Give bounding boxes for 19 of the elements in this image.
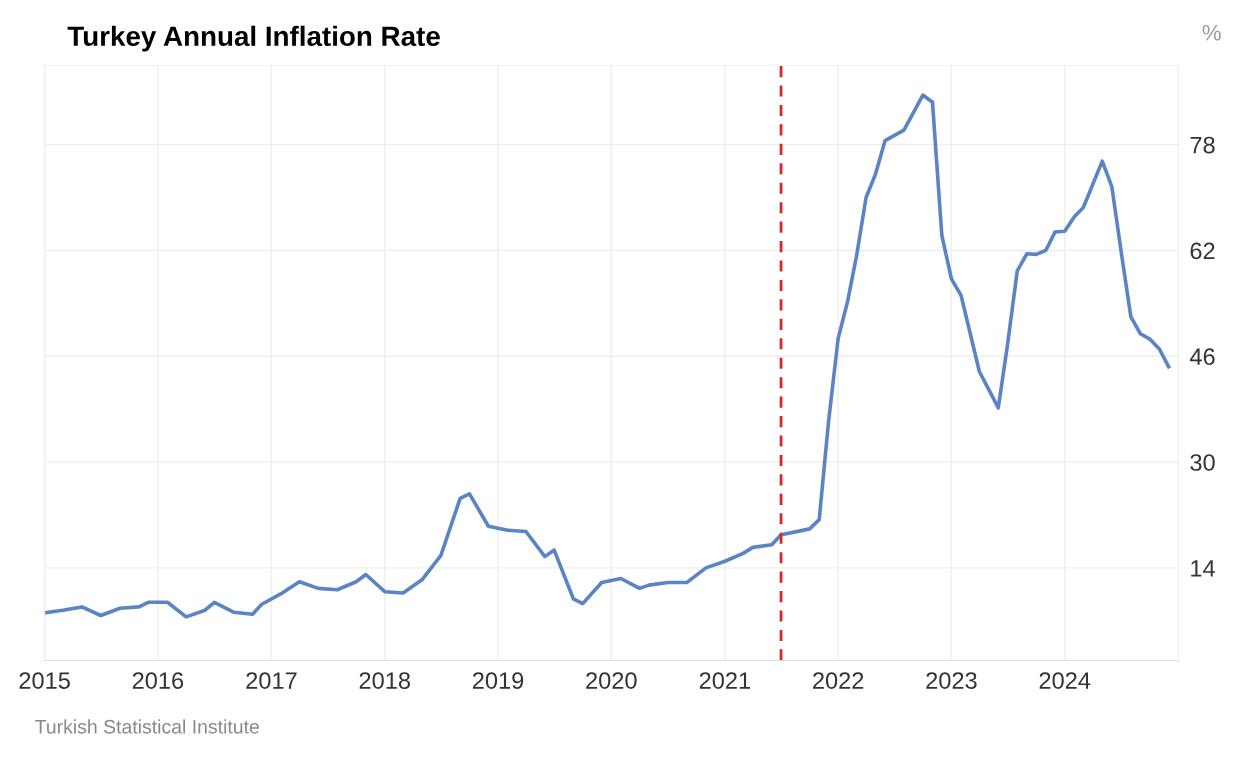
y-tick-label: 14: [1191, 560, 1215, 577]
x-tick-label: 2019: [472, 672, 524, 689]
x-tick-label: 2016: [132, 672, 184, 689]
x-tick-label: 2018: [359, 672, 410, 689]
y-axis-title: %: [1202, 24, 1221, 41]
chart-title: Turkey Annual Inflation Rate: [67, 25, 440, 52]
x-tick-label: 2021: [699, 672, 750, 689]
y-tick-label: 46: [1189, 348, 1215, 366]
x-tick-label: 2017: [246, 672, 297, 689]
y-tick-label: 62: [1190, 242, 1215, 260]
x-tick-label: 2022: [813, 672, 864, 689]
text: Turkish Statistical Institute: [35, 719, 259, 734]
x-tick-label: 2015: [19, 672, 70, 689]
y-tick-label: 78: [1190, 136, 1215, 154]
line-series: [44, 93, 1171, 619]
x-tick-label: 2023: [926, 672, 977, 689]
x-tick-label: 2024: [1039, 672, 1091, 689]
x-tick-label: 2020: [586, 672, 637, 689]
y-tick-label: 30: [1190, 454, 1215, 471]
